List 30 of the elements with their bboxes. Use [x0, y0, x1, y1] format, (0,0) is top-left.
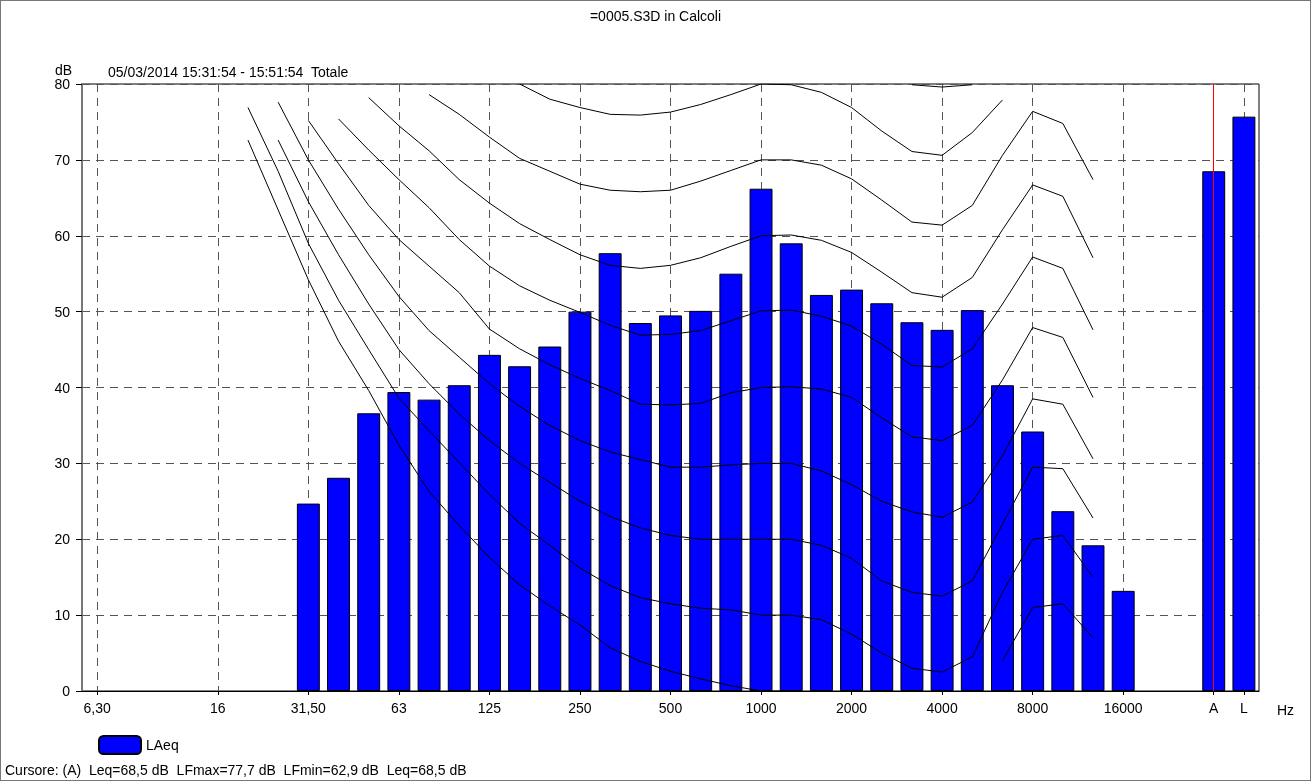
x-tick-label: 1000 — [745, 700, 777, 716]
x-tick-label: 16000 — [1103, 700, 1143, 716]
x-tick-label: 4000 — [926, 700, 958, 716]
y-tick-label: 30 — [54, 455, 71, 472]
y-tick-label: 0 — [62, 683, 71, 699]
y-axis-title: dB — [54, 62, 72, 79]
x-tick-label: A — [1209, 700, 1220, 716]
y-tick-label: 50 — [54, 303, 71, 320]
legend-label: LAeq — [146, 737, 179, 753]
x-tick-label: L — [1240, 700, 1249, 716]
chart-title: =0005.S3D in Calcoli — [589, 8, 722, 24]
x-tick-label: 500 — [658, 700, 683, 716]
x-tick-label: 2000 — [836, 700, 868, 716]
x-axis-title: Hz — [1277, 702, 1295, 718]
y-tick-label: 20 — [54, 531, 71, 548]
x-tick-label: 8000 — [1017, 700, 1049, 716]
x-tick-label: 125 — [477, 700, 502, 716]
y-tick-label: 40 — [54, 379, 71, 396]
y-tick-label: 80 — [54, 76, 71, 92]
x-tick-label: 63 — [391, 700, 407, 716]
y-tick-label: 10 — [54, 607, 71, 624]
line-series — [428, 94, 1094, 226]
y-tick-label: 70 — [54, 151, 71, 168]
x-tick-label: 31,50 — [290, 700, 327, 716]
x-tick-label: 250 — [568, 700, 592, 716]
y-tick-label: 60 — [54, 227, 71, 244]
x-tick-label: 16 — [210, 700, 226, 716]
text: Cursore: (A) Leq=68,5 dB LFmax=77,7 dB LFmin=62,9 dB Leq=68,5 dB — [5, 762, 467, 778]
chart-subtitle: 05/03/2014 15:31:54 - 15:51:54 Totale — [108, 64, 349, 80]
x-tick-label: 6,30 — [83, 700, 111, 716]
